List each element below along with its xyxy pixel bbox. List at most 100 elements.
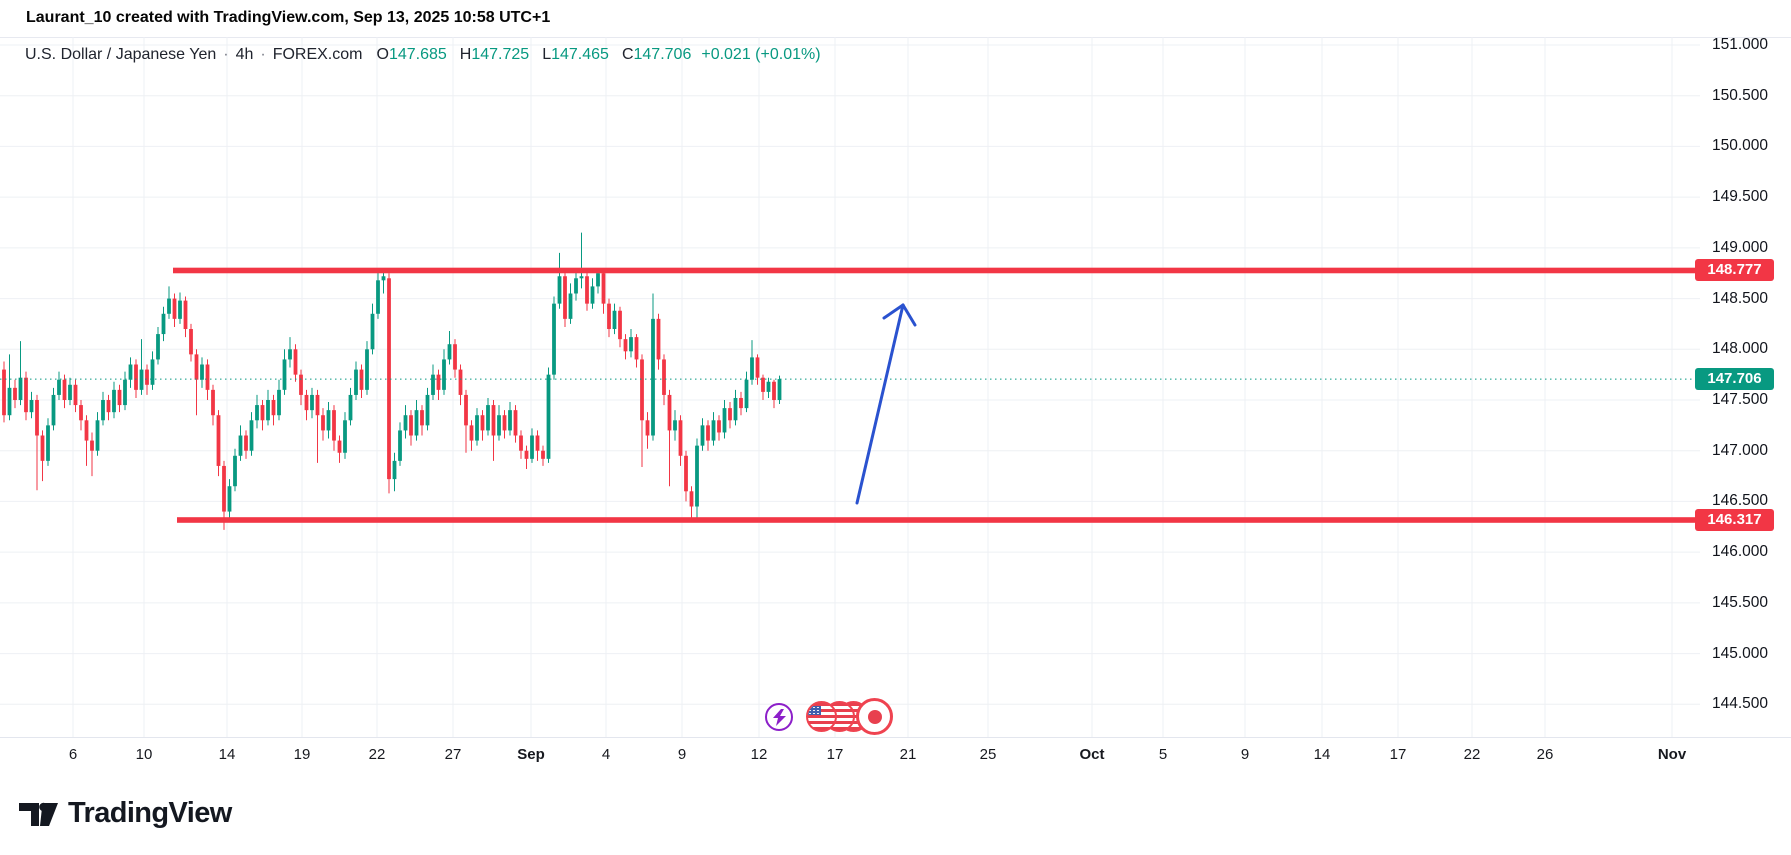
candle-body: [145, 369, 149, 385]
candle-body: [156, 334, 160, 360]
candle-body: [326, 410, 331, 431]
candle-body: [420, 410, 424, 426]
candle-body: [744, 379, 749, 409]
candle-body: [739, 397, 743, 409]
candle-body: [304, 394, 309, 411]
tradingview-logo-icon: [19, 802, 58, 826]
candle-body: [772, 381, 776, 401]
arrow-drawing[interactable]: [855, 303, 905, 505]
candle-body: [640, 359, 644, 421]
candle-body: [436, 374, 441, 390]
price-axis[interactable]: 151.000 150.500 150.000 149.500 149.000 148.5…: [1705, 36, 1791, 737]
tradingview-branding[interactable]: TradingView: [18, 797, 232, 830]
candle-body: [612, 310, 617, 330]
time-axis-label: 22: [1463, 746, 1481, 763]
candle-body: [651, 318, 655, 436]
candle-body: [299, 374, 303, 395]
candle-body: [623, 339, 628, 352]
arrow-drawing[interactable]: [901, 303, 917, 327]
candle-body: [51, 394, 56, 426]
price-axis-label: 150.500: [1712, 86, 1769, 104]
candle-body: [689, 491, 694, 507]
change-value: +0.021 (+0.01%): [701, 46, 821, 63]
candle-body: [211, 389, 215, 416]
price-axis-label: 145.000: [1712, 644, 1769, 662]
time-axis-label: 6: [68, 746, 78, 763]
candle-body: [656, 318, 661, 360]
candle-body: [354, 369, 358, 395]
high-label: H: [459, 46, 472, 63]
candle-body: [535, 435, 540, 451]
candle-body: [381, 276, 386, 281]
candle-body: [134, 364, 138, 390]
time-axis-label: 14: [1313, 746, 1331, 763]
candle-body: [178, 300, 182, 319]
time-axis-label: 12: [750, 746, 768, 763]
candle-body: [684, 455, 688, 492]
price-axis-label: 146.500: [1712, 492, 1769, 510]
candle-body: [189, 329, 193, 355]
candle-body: [112, 389, 116, 413]
candle-body: [348, 394, 353, 421]
candle-body: [57, 379, 61, 395]
resistance-price-badge: 148.777: [1695, 259, 1774, 282]
candle-body: [557, 276, 562, 304]
candle-body: [376, 280, 380, 314]
candle-body: [222, 465, 226, 512]
candle-body: [343, 420, 347, 453]
candle-body: [425, 394, 430, 426]
candle-body: [563, 276, 567, 319]
price-axis-label: 151.000: [1712, 36, 1769, 53]
candle-body: [546, 374, 551, 459]
candle-body: [508, 410, 512, 431]
legend-separator: ·: [260, 46, 266, 63]
candle-body: [502, 415, 507, 431]
us-flag-event-icon[interactable]: [806, 701, 837, 732]
candle-body: [453, 344, 457, 370]
candle-body: [62, 379, 67, 401]
candle-body: [117, 389, 122, 406]
interval-label[interactable]: 4h: [235, 46, 254, 63]
horizontal-ray-line[interactable]: [177, 517, 1700, 523]
candle-body: [634, 337, 639, 360]
price-axis-label: 148.500: [1712, 289, 1769, 307]
candlestick-chart[interactable]: [0, 37, 1791, 737]
candle-body: [332, 410, 336, 441]
candle-body: [233, 455, 237, 487]
lightning-event-icon[interactable]: [765, 703, 793, 731]
candle-body: [618, 310, 622, 340]
candle-body: [486, 405, 490, 431]
candle-body: [414, 410, 419, 436]
time-axis-label: 9: [1240, 746, 1250, 763]
candle-body: [271, 400, 276, 416]
candle-body: [552, 303, 556, 375]
time-axis-label: Nov: [1657, 746, 1687, 763]
candle-body: [590, 286, 595, 304]
chart-legend: U.S. Dollar / Japanese Yen · 4h · FOREX.com O…: [25, 46, 821, 64]
candle-body: [733, 397, 738, 421]
candle-body: [139, 369, 144, 390]
candle-body: [491, 405, 496, 436]
time-axis-label: 19: [293, 746, 311, 763]
us-flag-canton: [808, 706, 821, 715]
candle-body: [183, 300, 188, 330]
horizontal-ray-line[interactable]: [173, 267, 1700, 274]
price-axis-label: 150.000: [1712, 137, 1769, 155]
candle-body: [106, 400, 111, 413]
candle-body: [750, 357, 754, 380]
price-axis-label: 144.500: [1712, 695, 1769, 713]
time-axis[interactable]: 6 10 14 19 22 27 Sep 4 9 12 17 21 25 Oct 5 9 14 17 22 26 Nov: [0, 738, 1791, 770]
candle-body: [244, 435, 248, 451]
close-value: 147.706: [633, 46, 692, 63]
support-price-badge: 146.317: [1695, 508, 1774, 531]
ohlc-values: O147.685 H147.725 L147.465 C147.706: [376, 46, 691, 63]
candle-body: [277, 389, 281, 416]
candle-body: [607, 303, 611, 330]
japan-flag-event-icon[interactable]: [856, 698, 893, 735]
candle-body: [480, 415, 485, 431]
symbol-title[interactable]: U.S. Dollar / Japanese Yen: [25, 46, 217, 63]
price-axis-label: 147.500: [1712, 391, 1769, 408]
time-axis-label: Sep: [517, 746, 545, 763]
time-axis-label: 4: [601, 746, 611, 763]
arrow-drawing[interactable]: [882, 303, 905, 320]
